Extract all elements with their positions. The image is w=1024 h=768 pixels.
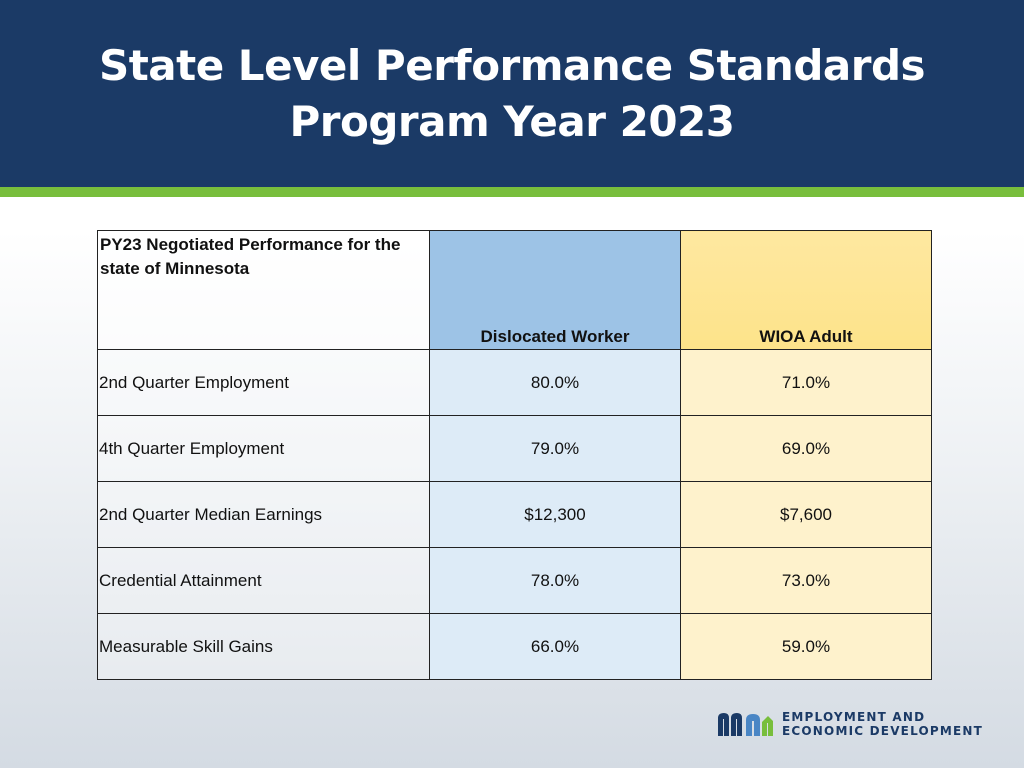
mn-logo-icon xyxy=(718,713,773,736)
table-row: 4th Quarter Employment 79.0% 69.0% xyxy=(97,415,932,482)
table-row: 2nd Quarter Median Earnings $12,300 $7,6… xyxy=(97,481,932,548)
wioa-adult-value: 69.0% xyxy=(680,415,932,482)
wioa-adult-value: 71.0% xyxy=(680,349,932,416)
wioa-adult-value: 73.0% xyxy=(680,547,932,614)
accent-bar xyxy=(0,187,1024,197)
performance-table: PY23 Negotiated Performance for the stat… xyxy=(97,230,932,680)
row-label: 2nd Quarter Median Earnings xyxy=(97,481,430,548)
row-label: 4th Quarter Employment xyxy=(97,415,430,482)
deed-logo: EMPLOYMENT AND ECONOMIC DEVELOPMENT xyxy=(716,708,996,740)
column-header-wioa-adult: WIOA Adult xyxy=(680,230,932,350)
slide-title-line1: State Level Performance Standards xyxy=(98,40,926,90)
table-header-row: PY23 Negotiated Performance for the stat… xyxy=(97,230,932,350)
wioa-adult-value: 59.0% xyxy=(680,613,932,680)
table-row: Credential Attainment 78.0% 73.0% xyxy=(97,547,932,614)
logo-text: EMPLOYMENT AND ECONOMIC DEVELOPMENT xyxy=(782,710,983,738)
dislocated-worker-value: 66.0% xyxy=(429,613,681,680)
logo-line2: ECONOMIC DEVELOPMENT xyxy=(782,724,984,738)
slide-header: State Level Performance Standards Progra… xyxy=(0,0,1024,187)
dislocated-worker-value: 78.0% xyxy=(429,547,681,614)
dislocated-worker-value: 80.0% xyxy=(429,349,681,416)
column-header-dislocated-worker: Dislocated Worker xyxy=(429,230,681,350)
row-label: Measurable Skill Gains xyxy=(97,613,430,680)
table-header-label: PY23 Negotiated Performance for the stat… xyxy=(97,230,430,350)
table-row: 2nd Quarter Employment 80.0% 71.0% xyxy=(97,349,932,416)
dislocated-worker-value: 79.0% xyxy=(429,415,681,482)
wioa-adult-value: $7,600 xyxy=(680,481,932,548)
dislocated-worker-value: $12,300 xyxy=(429,481,681,548)
logo-line1: EMPLOYMENT AND xyxy=(782,710,926,724)
row-label: 2nd Quarter Employment xyxy=(97,349,430,416)
row-label: Credential Attainment xyxy=(97,547,430,614)
slide-title-line2: Program Year 2023 xyxy=(289,96,735,146)
table-row: Measurable Skill Gains 66.0% 59.0% xyxy=(97,613,932,680)
